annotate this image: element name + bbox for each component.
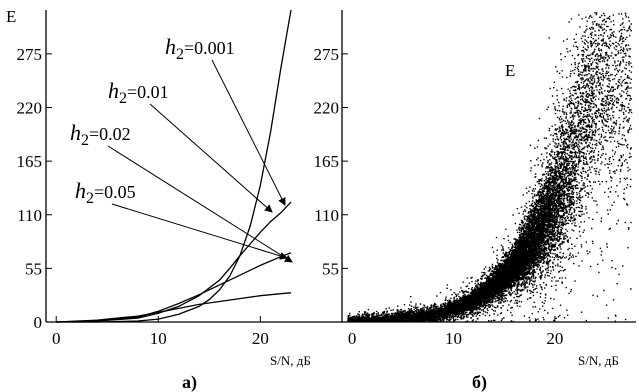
panel-b-xtick-label: 0 (348, 329, 357, 348)
panel-b: 55 110 165 220 275 0 10 20 E S/N, дБ б) (314, 10, 636, 392)
panel-a-ticks: 0 55 110 165 220 275 0 10 20 (17, 45, 269, 348)
panel-b-axes (341, 10, 636, 323)
panel-a-series (56, 9, 292, 323)
panel-a-ytick-label: 275 (17, 45, 43, 64)
panel-a-ytick-label: 110 (17, 206, 42, 225)
panel-a-series-line (56, 201, 292, 323)
panel-b-points (347, 12, 633, 323)
panel-a-ylabel: E (6, 7, 16, 26)
series-label: h2=0.001 (165, 34, 235, 63)
panel-b-ticks: 55 110 165 220 275 0 10 20 (314, 45, 564, 348)
panel-b-ytick-label: 110 (314, 206, 339, 225)
panel-a-xlabel: S/N, дБ (270, 353, 311, 368)
series-label: h2=0.01 (108, 78, 169, 107)
panel-a-ytick-label: 55 (25, 259, 42, 278)
panel-b-ytick-label: 55 (322, 259, 339, 278)
panel-b-ytick-label: 275 (314, 45, 340, 64)
panel-b-xtick-label: 20 (546, 329, 563, 348)
series-label-arrow (111, 203, 288, 260)
panel-b-annotation: E (505, 61, 515, 80)
series-label-arrow (107, 145, 293, 263)
panel-a-ytick-label: 0 (34, 313, 43, 332)
panel-a-ytick-label: 220 (17, 99, 43, 118)
panel-b-label: б) (472, 372, 487, 392)
panel-b-ytick-label: 220 (314, 99, 340, 118)
panel-a-label: а) (182, 372, 197, 392)
panel-a-series-line (56, 292, 292, 323)
series-label-arrow (211, 59, 286, 206)
panel-b-xlabel: S/N, дБ (578, 353, 619, 368)
panel-a-series-line (56, 252, 292, 323)
series-label: h2=0.02 (70, 120, 131, 149)
series-label-arrow (149, 103, 273, 213)
panel-a-xtick-label: 10 (150, 329, 167, 348)
scatter-points (347, 12, 633, 323)
panel-a-ytick-label: 165 (17, 152, 43, 171)
panel-a-xtick-label: 20 (252, 329, 269, 348)
panel-a-series-line (56, 9, 292, 323)
panel-b-xtick-label: 10 (445, 329, 462, 348)
panel-a-annotations: h2=0.001 h2=0.01 h2=0.02 h2=0.05 (70, 34, 293, 263)
panel-b-ytick-label: 165 (314, 152, 340, 171)
series-label: h2=0.05 (75, 178, 136, 207)
panel-a-xtick-label: 0 (52, 329, 61, 348)
